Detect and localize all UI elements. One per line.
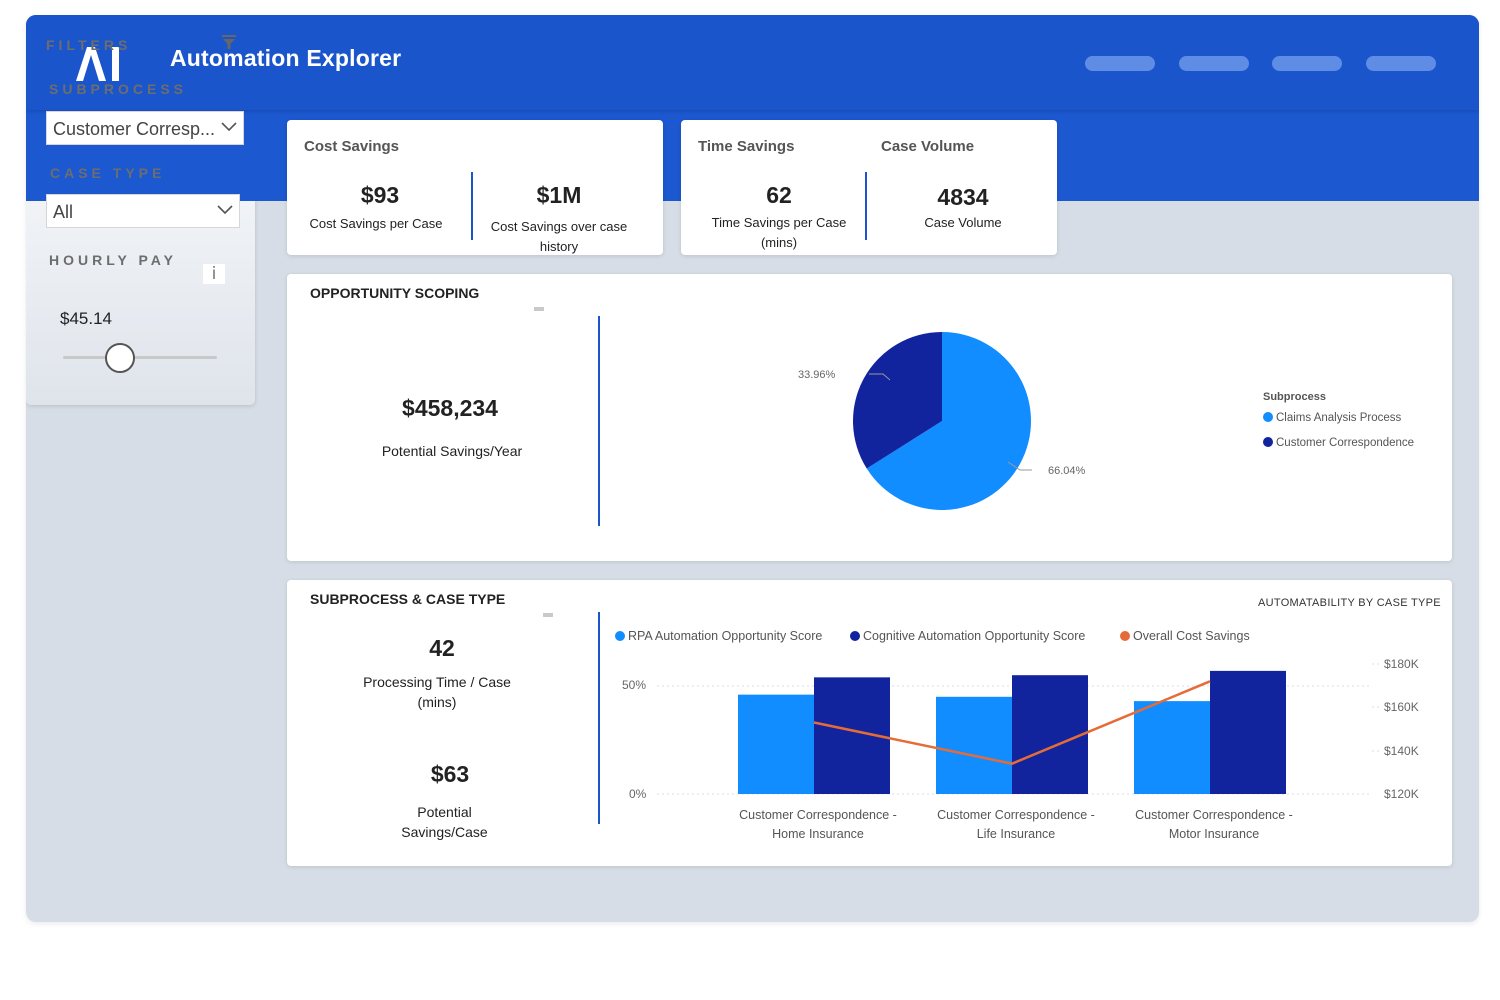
potential-savings-year-label: Potential Savings/Year [381,443,523,459]
cost-per-case-value: $93 [360,182,400,208]
nav-item-2[interactable] [1179,56,1249,71]
bar-rpa-1[interactable] [738,694,814,794]
divider [471,172,473,240]
legend-label: Overall Cost Savings [1133,629,1250,643]
legend-label: RPA Automation Opportunity Score [628,629,823,643]
divider [865,172,867,240]
case-type-dropdown[interactable]: All [46,194,240,228]
pie-label-claims: 66.04% [1048,465,1086,477]
collapse-handle[interactable] [534,307,544,311]
hourly-pay-slider-track[interactable] [63,356,217,359]
legend-label: Claims Analysis Process [1276,412,1402,424]
y-right-tick-180k: $180K [1384,657,1419,671]
bar-chart-title: AUTOMATABILITY BY CASE TYPE [1258,597,1441,609]
subprocess-dropdown[interactable]: Customer Corresp... [46,111,244,145]
case-volume-title: Case Volume [881,138,975,155]
legend-dot-icon [1263,437,1273,447]
cost-history-label: Cost Savings over case history [490,219,628,254]
divider [598,316,600,526]
potential-savings-case-value: $63 [430,761,470,787]
subprocess-section-title: SUBPROCESS & CASE TYPE [310,591,506,607]
pie-label-correspondence: 33.96% [798,369,836,381]
potential-savings-year-value: $458,234 [402,395,498,421]
time-savings-title: Time Savings [698,138,795,155]
pie-chart [853,332,1032,510]
ai-logo-icon [76,47,119,81]
hourly-pay-input[interactable]: $45.14 [60,305,163,335]
bar-chart [657,663,1379,795]
pie-legend-title: Subprocess [1263,391,1326,403]
time-savings-card: Time Savings Case Volume 62 Time Savings… [681,120,1057,255]
legend-label: Customer Correspondence [1276,437,1415,449]
app-title: Automation Explorer [170,45,402,71]
hourly-pay-slider-handle[interactable] [105,343,135,373]
opportunity-scoping-card: OPPORTUNITY SCOPING $458,234 Potential S… [287,274,1452,561]
category-label-motor: Customer Correspondence - Motor Insurance [1135,808,1293,841]
processing-time-label: Processing Time / Case (mins) [363,674,511,710]
chevron-down-icon [221,122,237,132]
bar-rpa-2[interactable] [936,696,1012,794]
info-icon[interactable]: i [203,264,225,284]
bar-legend-item[interactable]: RPA Automation Opportunity Score [615,629,822,643]
app-window: Automation Explorer FILTERS SUBPROCESS C… [26,15,1479,922]
nav-item-4[interactable] [1366,56,1436,71]
category-label-life: Customer Correspondence - Life Insurance [937,808,1095,841]
pie-slice-correspondence[interactable] [853,332,942,469]
legend-dot-icon [1120,631,1130,641]
legend-dot-icon [615,631,625,641]
bar-cognitive-2[interactable] [1012,675,1088,794]
opportunity-title: OPPORTUNITY SCOPING [310,285,480,301]
legend-label: Cognitive Automation Opportunity Score [863,629,1086,643]
cost-savings-card: Cost Savings $93 Cost Savings per Case $… [287,120,663,255]
legend-dot-icon [850,631,860,641]
hourly-pay-label: HOURLY PAY [49,252,177,268]
y-right-tick-120k: $120K [1384,787,1419,801]
nav-item-1[interactable] [1085,56,1155,71]
pie-leader-line [869,373,891,381]
bar-legend-item[interactable]: Overall Cost Savings [1120,629,1250,643]
category-label-home: Customer Correspondence - Home Insurance [739,808,897,841]
pie-slice-claims[interactable] [866,332,1031,510]
y-left-tick-0: 0% [629,787,647,801]
bar-cognitive-3[interactable] [1210,670,1286,794]
bar-legend-item[interactable]: Cognitive Automation Opportunity Score [850,629,1085,643]
filters-title: FILTERS [46,37,132,53]
pie-legend-item[interactable]: Customer Correspondence [1263,437,1414,449]
cost-savings-title: Cost Savings [304,138,400,155]
case-volume-label: Case Volume [924,215,1002,230]
collapse-handle[interactable] [543,613,553,617]
processing-time-value: 42 [429,635,455,661]
top-bar: Automation Explorer [26,15,1479,110]
subprocess-label: SUBPROCESS [49,81,188,97]
legend-dot-icon [1263,412,1273,422]
time-per-case-value: 62 [766,182,792,208]
y-left-tick-50: 50% [622,678,647,692]
case-type-value: All [53,202,74,222]
bar-rpa-3[interactable] [1134,701,1210,794]
case-volume-value: 4834 [937,184,989,210]
nav-item-3[interactable] [1272,56,1342,71]
potential-savings-case-label: Potential Savings/Case [401,804,488,840]
subprocess-value: Customer Corresp... [53,119,216,139]
pie-leader-line [1007,461,1032,471]
y-right-tick-160k: $160K [1384,700,1419,714]
cost-per-case-label: Cost Savings per Case [309,216,443,231]
overall-cost-savings-line[interactable] [813,680,1211,765]
divider [598,612,600,824]
chevron-down-icon [217,205,233,215]
subprocess-case-type-card: SUBPROCESS & CASE TYPE 42 Processing Tim… [287,580,1452,866]
cost-history-value: $1M [536,182,582,208]
pie-legend-item[interactable]: Claims Analysis Process [1263,412,1401,424]
time-per-case-label: Time Savings per Case (mins) [711,215,847,250]
y-right-tick-140k: $140K [1384,744,1419,758]
filter-funnel-icon[interactable] [222,35,236,49]
case-type-label: CASE TYPE [50,165,166,181]
